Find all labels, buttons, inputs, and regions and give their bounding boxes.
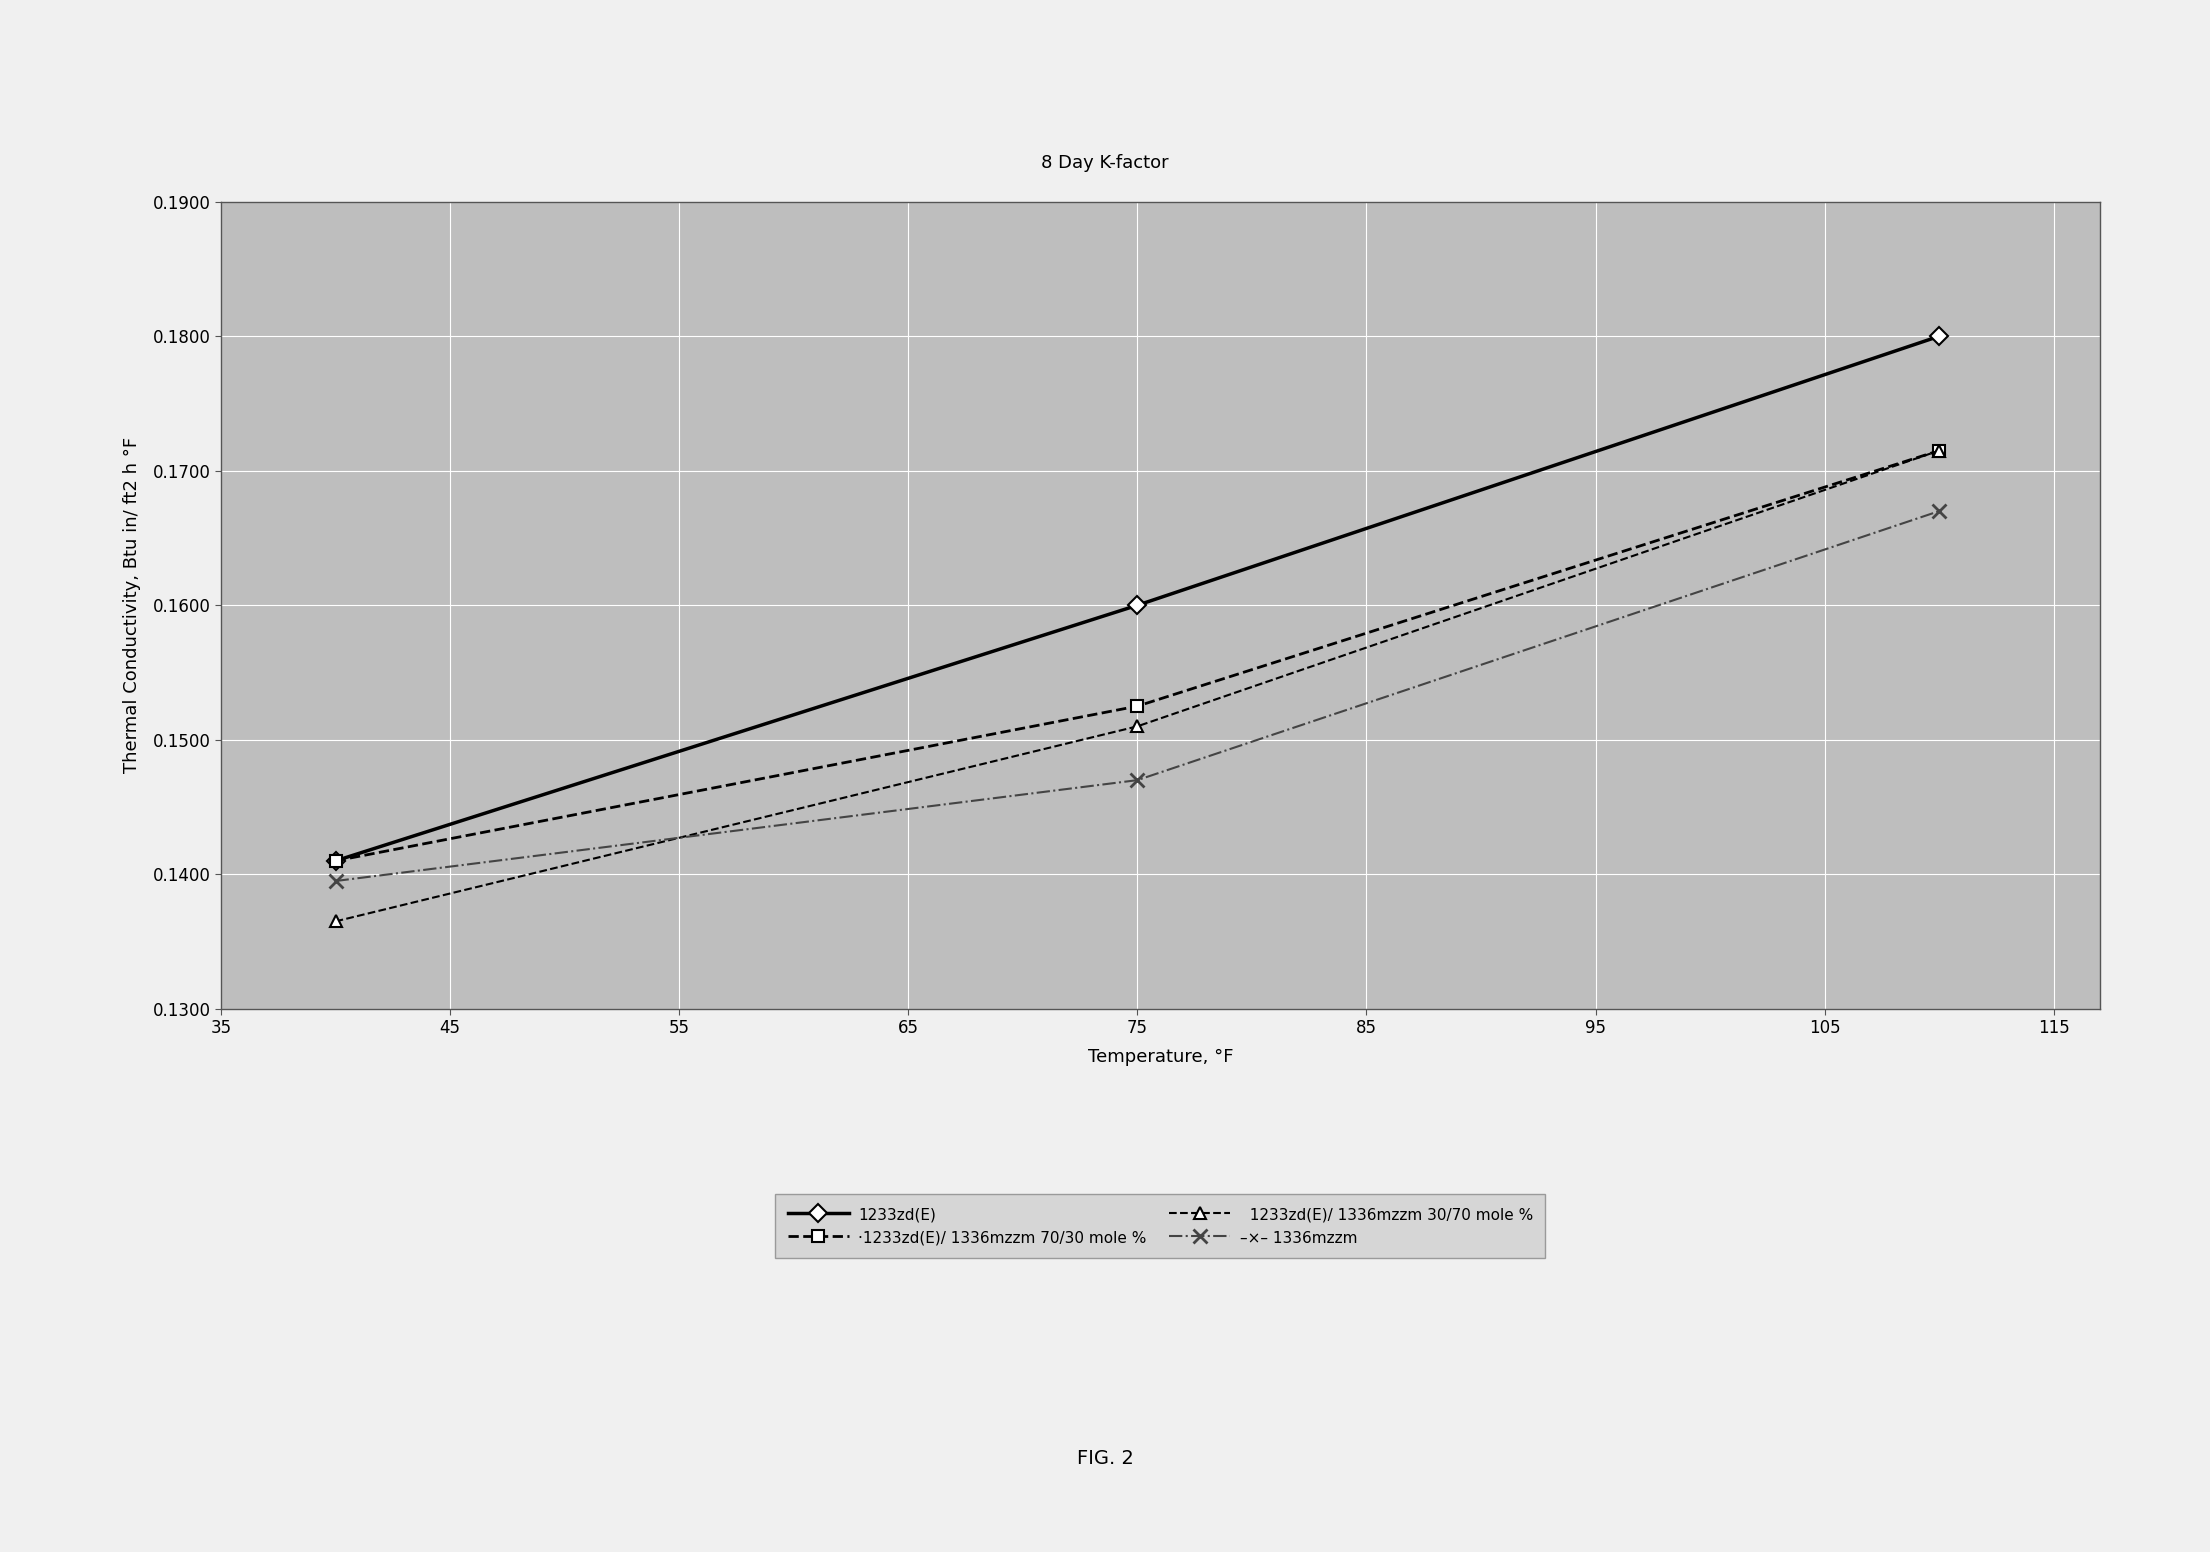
-   1233zd(E)/ 1336mzzm 30/70 mole %: [1925, 441, 1951, 459]
- –×– 1336mzzm: [1925, 501, 1951, 520]
-   1233zd(E)/ 1336mzzm 30/70 mole %: [1125, 717, 1151, 736]
- 1233zd(E): [1125, 596, 1151, 615]
- Line: –×– 1336mzzm: –×– 1336mzzm: [329, 504, 1947, 888]
- Line:   1233zd(E)/ 1336mzzm 30/70 mole %: 1233zd(E)/ 1336mzzm 30/70 mole %: [329, 444, 1945, 928]
- ·1233zd(E)/ 1336mzzm 70/30 mole %: [1925, 441, 1951, 459]
- Text: 8 Day K-factor: 8 Day K-factor: [1041, 154, 1169, 172]
- Line: ·1233zd(E)/ 1336mzzm 70/30 mole %: ·1233zd(E)/ 1336mzzm 70/30 mole %: [329, 444, 1945, 868]
- Line: 1233zd(E): 1233zd(E): [329, 331, 1945, 868]
- Text: FIG. 2: FIG. 2: [1076, 1450, 1134, 1468]
- 1233zd(E): [323, 852, 349, 871]
- Legend: 1233zd(E), ·1233zd(E)/ 1336mzzm 70/30 mole %,   1233zd(E)/ 1336mzzm 30/70 mole %: 1233zd(E), ·1233zd(E)/ 1336mzzm 70/30 mo…: [776, 1193, 1545, 1259]
- Y-axis label: Thermal Conductivity, Btu in/ ft2 h °F: Thermal Conductivity, Btu in/ ft2 h °F: [124, 438, 141, 773]
- ·1233zd(E)/ 1336mzzm 70/30 mole %: [323, 852, 349, 871]
- ·1233zd(E)/ 1336mzzm 70/30 mole %: [1125, 697, 1151, 715]
- 1233zd(E): [1925, 327, 1951, 346]
- –×– 1336mzzm: [323, 872, 349, 891]
-   1233zd(E)/ 1336mzzm 30/70 mole %: [323, 913, 349, 931]
- X-axis label: Temperature, °F: Temperature, °F: [1087, 1048, 1233, 1066]
- –×– 1336mzzm: [1125, 771, 1151, 790]
